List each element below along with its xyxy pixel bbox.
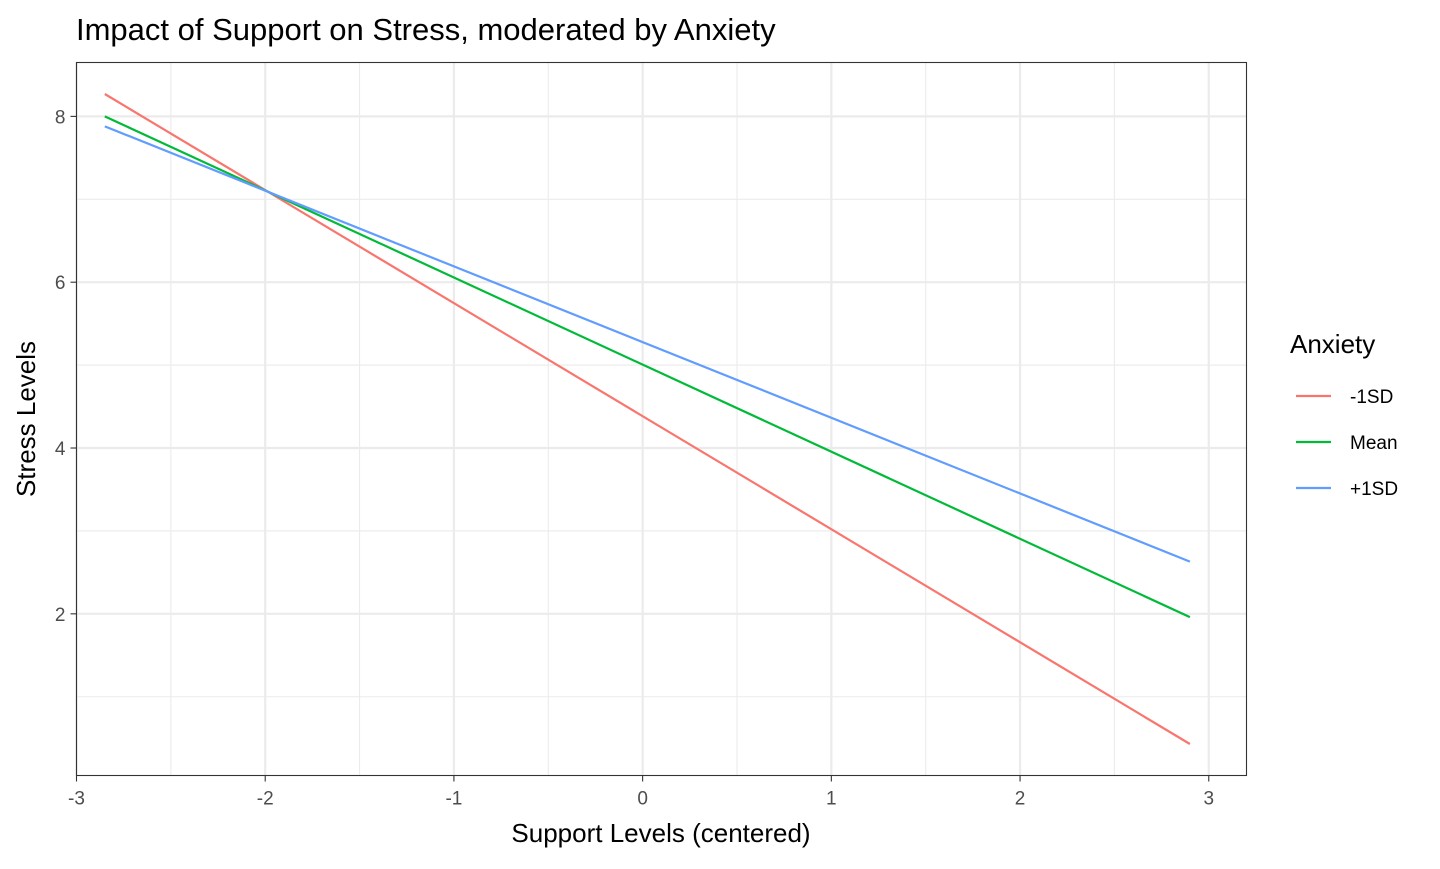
y-tick-label: 2 — [55, 605, 66, 626]
x-axis: -3 -2 -1 0 1 2 3 — [68, 775, 1214, 810]
x-tick-label: 1 — [826, 789, 837, 810]
x-tick-label: -1 — [445, 789, 462, 810]
series-line--1SD — [104, 93, 1191, 745]
chart-title: Impact of Support on Stress, moderated b… — [76, 12, 776, 47]
y-axis-title: Stress Levels — [11, 341, 41, 497]
legend-item-Mean: Mean — [1296, 433, 1398, 454]
legend-label: Mean — [1350, 433, 1398, 454]
x-axis-title: Support Levels (centered) — [511, 818, 810, 848]
y-tick-label: 6 — [55, 273, 66, 294]
legend-title: Anxiety — [1290, 329, 1375, 359]
y-tick-label: 8 — [55, 107, 66, 128]
x-tick-label: 2 — [1015, 789, 1026, 810]
legend-label: -1SD — [1350, 387, 1393, 408]
x-tick-label: 3 — [1203, 789, 1214, 810]
y-axis: 2 4 6 8 — [55, 107, 77, 626]
series-line-+1SD — [104, 125, 1191, 563]
legend: Anxiety -1SD Mean +1SD — [1290, 329, 1398, 500]
legend-label: +1SD — [1350, 479, 1398, 500]
series-lines — [104, 93, 1191, 745]
x-tick-label: -3 — [68, 789, 85, 810]
x-tick-label: -2 — [257, 789, 274, 810]
y-tick-label: 4 — [55, 439, 66, 460]
plot-panel-border — [75, 61, 1248, 777]
x-tick-label: 0 — [637, 789, 648, 810]
legend-item--1SD: -1SD — [1296, 387, 1393, 408]
legend-item-+1SD: +1SD — [1296, 479, 1398, 500]
